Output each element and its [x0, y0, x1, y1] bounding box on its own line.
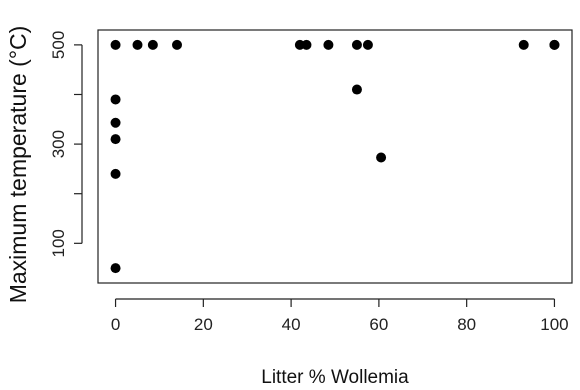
- data-point: [351, 39, 362, 50]
- x-tick-label: 0: [111, 315, 120, 334]
- data-point: [323, 39, 334, 50]
- x-tick-label: 100: [540, 315, 568, 334]
- data-point: [351, 84, 362, 95]
- data-point: [301, 39, 312, 50]
- data-point: [110, 168, 121, 179]
- data-point: [147, 39, 158, 50]
- x-tick-label: 20: [194, 315, 213, 334]
- data-point: [110, 117, 121, 128]
- x-axis-title: Litter % Wollemia: [261, 367, 409, 388]
- y-axis: 100 300 500: [49, 31, 83, 258]
- x-tick-label: 60: [369, 315, 388, 334]
- plot-frame: [97, 29, 573, 284]
- data-point: [549, 39, 560, 50]
- data-point: [518, 39, 529, 50]
- data-point: [362, 39, 373, 50]
- data-points: [110, 39, 560, 274]
- data-point: [132, 39, 143, 50]
- x-tick-label: 40: [282, 315, 301, 334]
- data-point: [110, 263, 121, 274]
- x-tick-label: 80: [457, 315, 476, 334]
- y-tick-label: 100: [49, 229, 68, 257]
- y-tick-label: 300: [49, 130, 68, 158]
- data-point: [110, 134, 121, 145]
- data-point: [172, 39, 182, 50]
- x-axis: 0 20 40 60 80 100: [111, 298, 569, 334]
- data-point: [110, 94, 121, 105]
- data-point: [376, 152, 387, 163]
- data-point: [110, 39, 121, 50]
- y-axis-title: Maximum temperature (°C): [5, 26, 31, 304]
- y-tick-label: 500: [49, 31, 68, 59]
